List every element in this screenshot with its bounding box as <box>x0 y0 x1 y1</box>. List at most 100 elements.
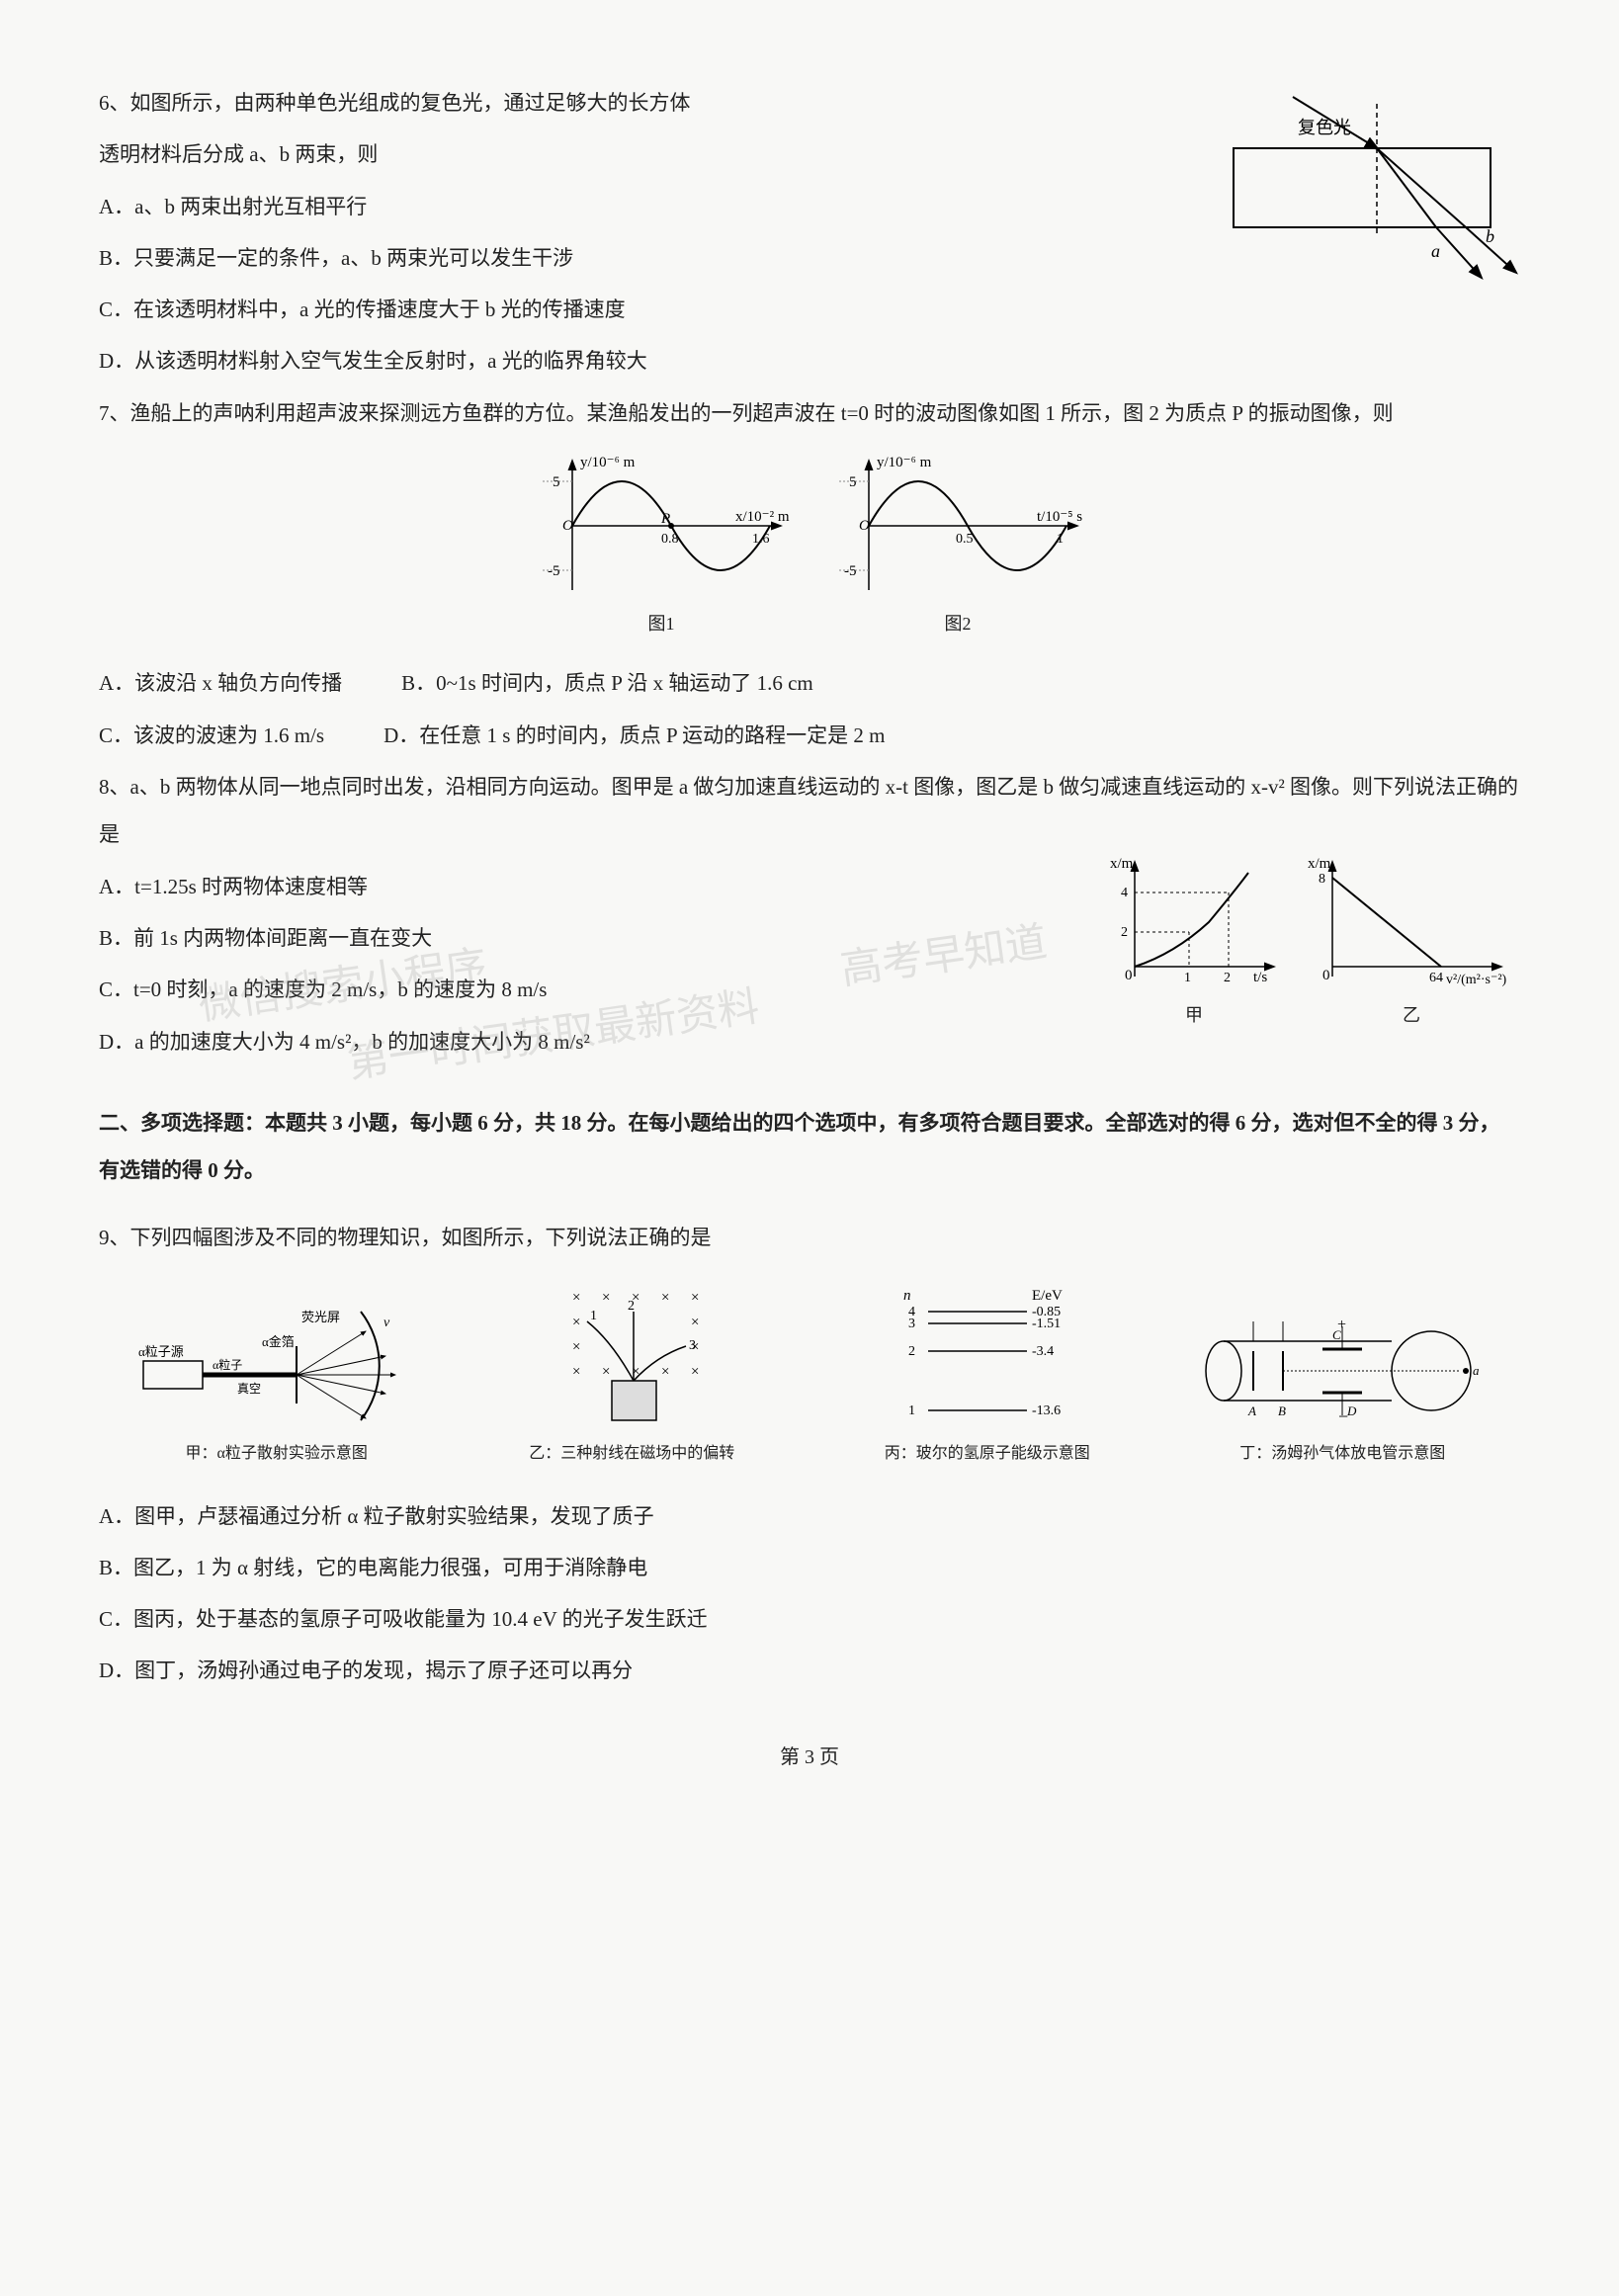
q8-figA-caption: 甲 <box>1105 995 1283 1036</box>
q7-fig2-origin: O <box>859 518 870 534</box>
svg-text:×: × <box>602 1364 610 1380</box>
q9c-E: E/eV <box>1032 1288 1063 1304</box>
q8-figures: x/m t/s 0 2 4 1 2 甲 <box>1105 853 1520 1036</box>
q7-fig1-p: P <box>660 511 670 527</box>
q9-figB-svg: ××××× ×× ×× ××××× 1 2 3 <box>533 1282 730 1430</box>
q7-fig1-caption: 图1 <box>533 604 790 644</box>
svg-text:×: × <box>572 1315 580 1330</box>
svg-text:-3.4: -3.4 <box>1032 1344 1054 1359</box>
q8b-ylabel: x/m <box>1308 856 1331 872</box>
svg-text:×: × <box>691 1290 699 1306</box>
q8a-ylabel: x/m <box>1110 856 1134 872</box>
q8a-y2: 2 <box>1121 925 1128 940</box>
q7-fig1-x08: 0.8 <box>661 532 679 547</box>
q6-compound-label: 复色光 <box>1298 118 1351 137</box>
q9a-vac: 真空 <box>237 1382 261 1396</box>
q9a-foil: α金箔 <box>262 1334 295 1349</box>
q6-refraction-svg: 复色光 a b <box>1184 89 1520 287</box>
q9b-crosses: ××××× ×× ×× ××××× <box>572 1290 699 1380</box>
q7-fig2-x1: 1 <box>1057 532 1064 547</box>
q9-figA-caption: 甲：α粒子散射实验示意图 <box>99 1436 455 1473</box>
q7-fig1-x16: 1.6 <box>752 532 770 547</box>
svg-text:-13.6: -13.6 <box>1032 1403 1061 1418</box>
q6-a-label: a <box>1431 241 1440 261</box>
svg-text:1: 1 <box>908 1403 915 1418</box>
q7-stem: 7、渔船上的声呐利用超声波来探测远方鱼群的方位。某渔船发出的一列超声波在 t=0… <box>99 389 1520 437</box>
svg-text:B: B <box>1278 1403 1286 1418</box>
q7-fig1-xlabel: x/10⁻² m <box>735 509 790 525</box>
q7-fig1-ylabel: y/10⁻⁶ m <box>580 455 636 470</box>
q9-figC-svg: n E/eV 4-0.85 3-1.51 2-3.4 1-13.6 <box>879 1282 1096 1430</box>
svg-text:×: × <box>691 1315 699 1330</box>
q9-opt-c: C．图丙，处于基态的氢原子可吸收能量为 10.4 eV 的光子发生跃迁 <box>99 1595 1520 1643</box>
q6-figure: 复色光 a b <box>1184 89 1520 287</box>
svg-text:−: − <box>1338 1406 1348 1426</box>
svg-text:×: × <box>691 1364 699 1380</box>
q7-opt-b: B．0~1s 时间内，质点 P 沿 x 轴运动了 1.6 cm <box>401 659 813 707</box>
q9-figC-caption: 丙：玻尔的氢原子能级示意图 <box>810 1436 1165 1473</box>
q7-fig1-svg: y/10⁻⁶ m x/10⁻² m O 5 -5 P 0.8 1.6 <box>533 452 790 600</box>
q8b-x64: 64 <box>1429 971 1443 985</box>
q7-fig2-xlabel: t/10⁻⁵ s <box>1037 509 1082 525</box>
q8a-origin: 0 <box>1125 968 1133 983</box>
q8-figA-svg: x/m t/s 0 2 4 1 2 <box>1105 853 1283 991</box>
svg-text:×: × <box>661 1364 669 1380</box>
svg-text:2: 2 <box>908 1344 915 1359</box>
q8b-y8: 8 <box>1319 872 1325 887</box>
svg-text:×: × <box>602 1290 610 1306</box>
q8a-xlabel: t/s <box>1253 970 1267 985</box>
q7-fig2-ytick5: 5 <box>849 474 857 490</box>
q8b-xlabel: v²/(m²·s⁻²) <box>1446 973 1507 987</box>
q7-fig1-ytickm5: -5 <box>548 563 560 579</box>
svg-text:a: a <box>1473 1363 1480 1378</box>
q7-fig2-ylabel: y/10⁻⁶ m <box>877 455 932 470</box>
svg-text:A: A <box>1247 1403 1256 1418</box>
page-number: 第 3 页 <box>99 1735 1520 1780</box>
q8-stem: 8、a、b 两物体从同一地点同时出发，沿相同方向运动。图甲是 a 做匀加速直线运… <box>99 763 1520 859</box>
q7-opt-a: A．该波沿 x 轴负方向传播 <box>99 659 342 707</box>
q9c-n: n <box>903 1288 911 1304</box>
q9-figD-caption: 丁：汤姆孙气体放电管示意图 <box>1165 1436 1521 1473</box>
q9-figB-caption: 乙：三种射线在磁场中的偏转 <box>455 1436 810 1473</box>
q9a-src: α粒子源 <box>138 1344 184 1359</box>
q9-stem: 9、下列四幅图涉及不同的物理知识，如图所示，下列说法正确的是 <box>99 1214 1520 1261</box>
q9-figA-svg: α粒子源 α粒子 真空 α金箔 荧光屏 v <box>138 1292 415 1430</box>
q7-opt-d: D．在任意 1 s 的时间内，质点 P 运动的路程一定是 2 m <box>383 712 885 759</box>
q9a-v: v <box>383 1316 390 1330</box>
q8-figB-caption: 乙 <box>1303 995 1520 1036</box>
q9-figD-svg: A B C D a + − <box>1194 1302 1491 1430</box>
svg-text:×: × <box>572 1339 580 1355</box>
q7-fig2-box: y/10⁻⁶ m t/10⁻⁵ s O 5 -5 0.5 1 图2 <box>829 452 1086 644</box>
q7-fig2-caption: 图2 <box>829 604 1086 644</box>
q8-figB-svg: x/m v²/(m²·s⁻²) 0 8 64 <box>1303 853 1520 991</box>
q7-fig1-ytick5: 5 <box>553 474 560 490</box>
q6-opt-c: C．在该透明材料中，a 光的传播速度大于 b 光的传播速度 <box>99 286 1520 333</box>
q7-fig1-origin: O <box>562 518 573 534</box>
q7-fig2-ytickm5: -5 <box>844 563 857 579</box>
q7-fig1-box: y/10⁻⁶ m x/10⁻² m O 5 -5 P 0.8 1.6 图1 <box>533 452 790 644</box>
svg-text:-1.51: -1.51 <box>1032 1317 1061 1331</box>
q8a-y4: 4 <box>1121 886 1128 900</box>
q9-opt-d: D．图丁，汤姆孙通过电子的发现，揭示了原子还可以再分 <box>99 1647 1520 1694</box>
q9-figures: α粒子源 α粒子 真空 α金箔 荧光屏 v 甲：α粒子散射实验示意图 <box>99 1282 1520 1473</box>
svg-text:×: × <box>661 1290 669 1306</box>
q9b-r1: 1 <box>590 1309 597 1323</box>
q8b-origin: 0 <box>1322 968 1330 983</box>
q9-opt-b: B．图乙，1 为 α 射线，它的电离能力很强，可用于消除静电 <box>99 1544 1520 1591</box>
svg-text:3: 3 <box>908 1317 915 1331</box>
q6-opt-d: D．从该透明材料射入空气发生全反射时，a 光的临界角较大 <box>99 337 1520 384</box>
q7-fig2-svg: y/10⁻⁶ m t/10⁻⁵ s O 5 -5 0.5 1 <box>829 452 1086 600</box>
q7-fig2-x05: 0.5 <box>956 532 974 547</box>
q9a-screen: 荧光屏 <box>301 1310 340 1324</box>
q9b-r2: 2 <box>628 1299 635 1314</box>
svg-text:×: × <box>572 1364 580 1380</box>
q9b-r3: 3 <box>689 1338 696 1353</box>
section2-header: 二、多项选择题：本题共 3 小题，每小题 6 分，共 18 分。在每小题给出的四… <box>99 1099 1520 1195</box>
q8a-x1: 1 <box>1184 971 1191 985</box>
q8a-x2: 2 <box>1224 971 1231 985</box>
q7-figures: y/10⁻⁶ m x/10⁻² m O 5 -5 P 0.8 1.6 图1 <box>99 452 1520 644</box>
svg-text:×: × <box>572 1290 580 1306</box>
q7-opt-c: C．该波的波速为 1.6 m/s <box>99 712 324 759</box>
q6-b-label: b <box>1486 226 1494 246</box>
q9a-particle: α粒子 <box>213 1357 242 1372</box>
